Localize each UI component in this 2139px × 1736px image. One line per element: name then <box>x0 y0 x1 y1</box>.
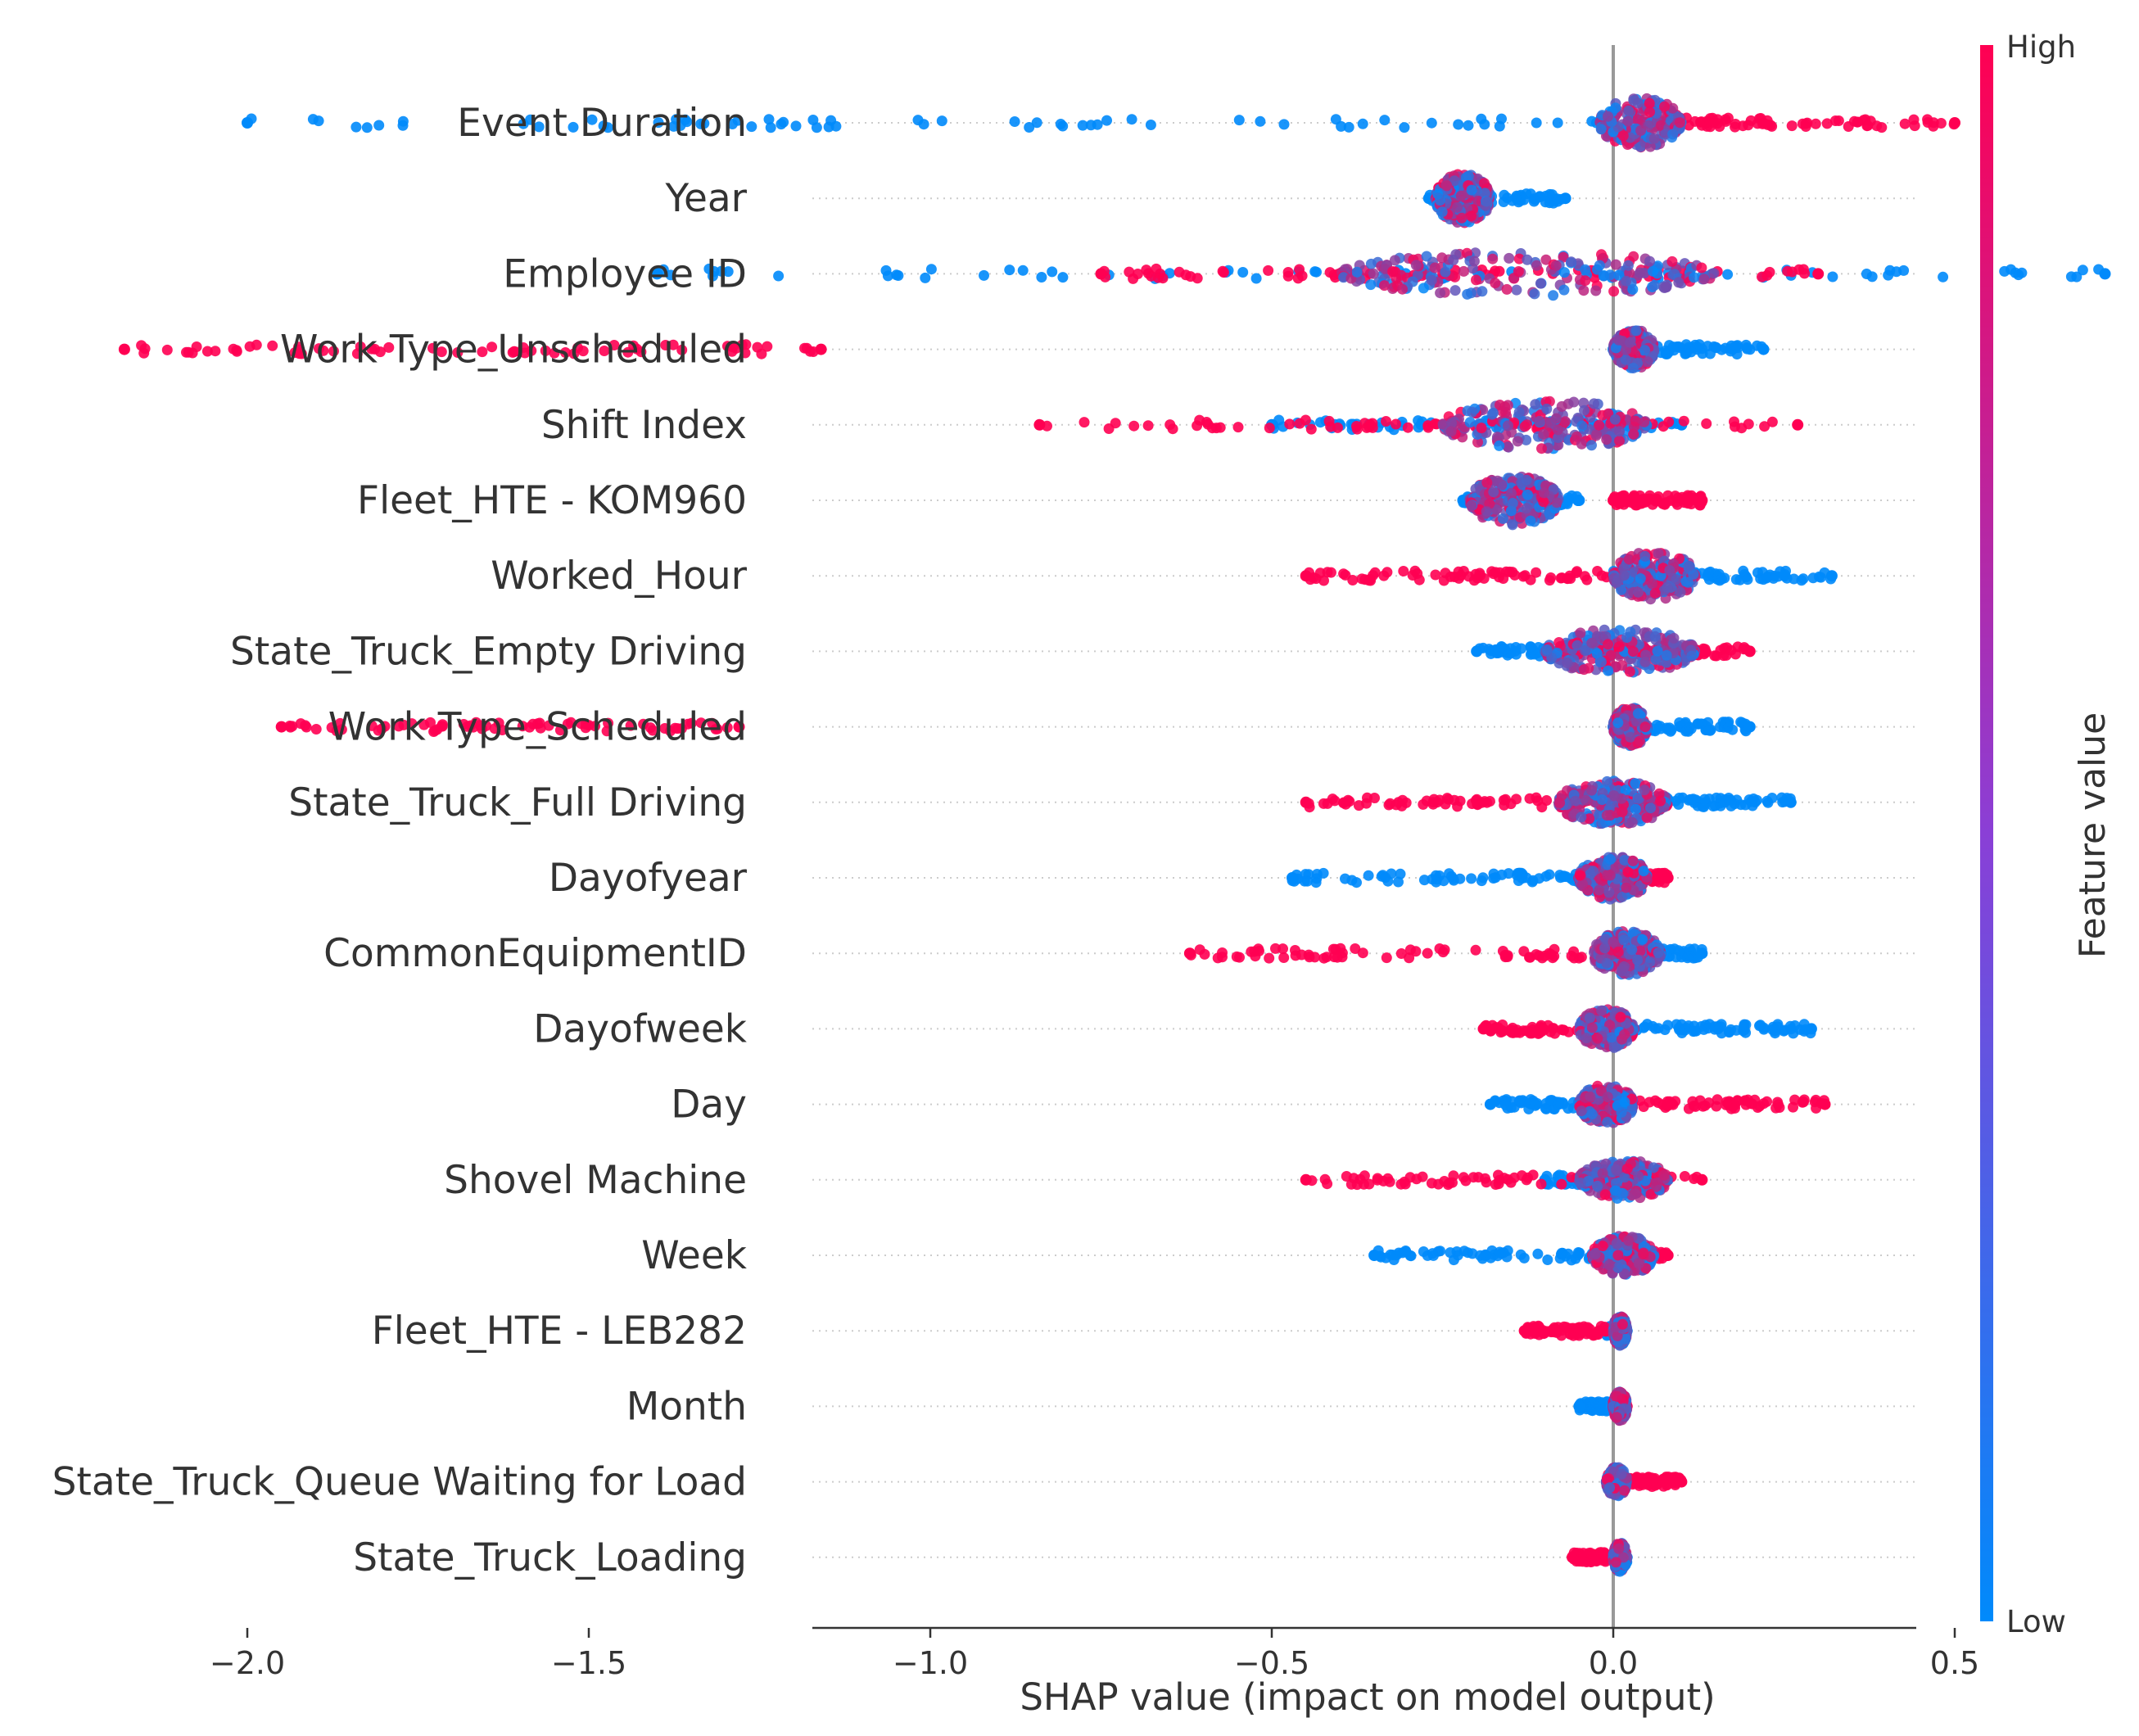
feature-label: Work Type_Unscheduled <box>280 328 747 373</box>
colorbar-high-label: High <box>2006 29 2076 65</box>
feature-label: CommonEquipmentID <box>323 931 747 976</box>
feature-labels: Event Duration Year Employee ID Work Type_U… <box>52 101 748 1580</box>
feature-points-row <box>1300 548 1838 604</box>
feature-points-row <box>1519 1312 1633 1351</box>
feature-points-row <box>1300 775 1797 829</box>
feature-points-row <box>1573 1386 1632 1426</box>
x-axis-title: SHAP value (impact on model output) <box>1020 1675 1715 1719</box>
feature-points-row <box>651 247 2110 301</box>
feature-label: Employee ID <box>503 251 747 296</box>
feature-label: Shovel Machine <box>444 1158 747 1203</box>
colorbar-title: Feature value <box>2072 712 2114 958</box>
feature-points-row <box>1458 472 1708 531</box>
feature-label: State_Truck_Full Driving <box>288 780 747 825</box>
feature-points-row <box>1471 625 1756 678</box>
feature-points-row <box>1287 852 1674 905</box>
feature-label: State_Truck_Empty Driving <box>230 629 747 674</box>
feature-label: Shift Index <box>541 403 747 448</box>
feature-label: Event Duration <box>457 101 747 146</box>
feature-points-row <box>1485 1081 1831 1128</box>
feature-label: Year <box>664 176 747 221</box>
x-tick-label: −1.5 <box>551 1645 626 1681</box>
x-tick-label: −2.0 <box>210 1645 285 1681</box>
feature-label: Fleet_HTE - KOM960 <box>357 478 747 523</box>
feature-label: Fleet_HTE - LEB282 <box>372 1309 747 1354</box>
feature-points-row <box>1423 170 1571 228</box>
feature-label: State_Truck_Queue Waiting for Load <box>52 1460 747 1505</box>
feature-label: Dayofweek <box>533 1006 748 1051</box>
shap-points <box>119 93 2111 1577</box>
feature-points-row <box>1368 1231 1674 1280</box>
feature-label: Day <box>671 1083 747 1128</box>
feature-label: Worked_Hour <box>491 554 747 599</box>
feature-points-row <box>1300 1156 1708 1204</box>
feature-points-row <box>1033 396 1803 454</box>
colorbar-low-label: Low <box>2006 1604 2066 1639</box>
feature-label: Dayofyear <box>549 856 748 901</box>
feature-points-row <box>1184 926 1707 980</box>
feature-label: Month <box>626 1384 747 1429</box>
feature-label: State_Truck_Loading <box>353 1535 747 1580</box>
x-tick-label: 0.5 <box>1930 1645 1979 1681</box>
feature-points-row <box>1567 1538 1633 1577</box>
colorbar <box>1980 45 1993 1621</box>
feature-points-row <box>1478 1004 1817 1053</box>
feature-points-row <box>1601 1462 1688 1502</box>
feature-label: Week <box>641 1233 748 1278</box>
feature-gridlines <box>812 123 1916 1557</box>
x-tick-label: −1.0 <box>893 1645 968 1681</box>
feature-label: Work Type_Scheduled <box>328 705 747 750</box>
